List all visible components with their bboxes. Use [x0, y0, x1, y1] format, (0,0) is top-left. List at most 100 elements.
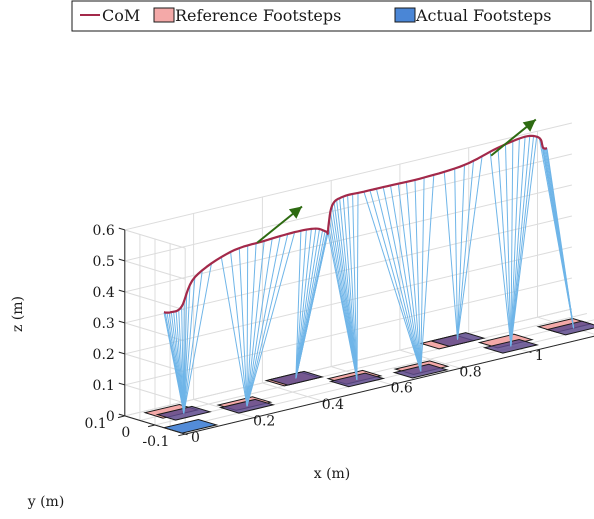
leg-line	[352, 193, 358, 380]
com-trajectory	[163, 134, 548, 314]
velocity-arrows	[256, 118, 537, 244]
leg-line	[369, 190, 422, 372]
z-tick	[118, 351, 125, 355]
x-tick-label: 0	[191, 430, 200, 446]
leg-line	[246, 231, 296, 407]
grid-line	[139, 313, 588, 421]
leg-line	[510, 136, 526, 347]
velocity-arrow-head	[288, 206, 302, 219]
leg-line	[246, 238, 273, 407]
actual-footstep	[218, 398, 276, 414]
leg-lines	[163, 135, 575, 414]
leg-line	[347, 195, 358, 380]
grid-line	[124, 260, 186, 280]
legend-actual-label: Actual Footsteps	[415, 6, 551, 25]
leg-line	[220, 257, 248, 407]
grid-line	[124, 322, 186, 342]
z-axis-label: z (m)	[10, 296, 26, 332]
leg-line	[375, 188, 422, 372]
y-tick-label: 0.1	[84, 416, 106, 432]
leg-line	[546, 148, 575, 329]
leg-line	[230, 251, 248, 407]
z-tick	[118, 320, 125, 324]
x-tick-label: 0.8	[459, 364, 481, 380]
leg-line	[246, 243, 257, 407]
leg-line	[510, 138, 520, 347]
z-tick-label: 0.4	[93, 285, 115, 301]
z-tick	[118, 382, 125, 386]
x-tick	[322, 400, 326, 403]
leg-line	[295, 228, 312, 379]
z-tick-label: 0	[106, 409, 115, 425]
leg-line	[397, 183, 422, 372]
z-tick	[118, 289, 125, 293]
leg-line	[183, 270, 203, 414]
leg-line	[420, 177, 425, 372]
x-axis-line	[185, 335, 594, 435]
leg-line	[183, 263, 212, 414]
leg-line	[510, 135, 531, 347]
z-tick-label: 0.3	[93, 316, 115, 332]
leg-line	[457, 164, 465, 340]
leg-line	[295, 228, 317, 379]
leg-line	[390, 185, 422, 372]
legend: CoM Reference Footsteps Actual Footsteps	[71, 0, 592, 32]
velocity-arrow-head	[522, 119, 536, 132]
leg-line	[342, 196, 358, 380]
leg-line	[246, 236, 281, 407]
actual-footstep	[545, 320, 594, 336]
grid-line	[124, 291, 186, 311]
leg-line	[246, 233, 289, 407]
z-tick-label: 0.1	[93, 378, 115, 394]
x-tick-label: 0.6	[391, 381, 413, 397]
x-tick	[253, 417, 257, 419]
legend-com-label: CoM	[102, 6, 140, 25]
x-tick	[391, 384, 395, 386]
leg-line	[420, 174, 435, 372]
z-tick-label: 0.5	[93, 254, 115, 270]
leg-line	[489, 151, 512, 347]
leg-line	[510, 141, 514, 347]
com-line	[163, 134, 548, 314]
leg-line	[183, 277, 196, 414]
z-tick	[118, 258, 125, 262]
x-tick	[528, 351, 532, 353]
leg-line	[405, 181, 422, 372]
z-tick-label: 0.6	[93, 223, 115, 239]
axes: 00.20.40.60.811.20.10-0.100.10.20.30.40.…	[84, 223, 594, 450]
x-tick-label: 1	[535, 348, 544, 364]
legend-actual-swatch	[394, 7, 416, 23]
leg-line	[295, 228, 320, 379]
actual-footstep	[155, 405, 212, 421]
leg-line	[457, 160, 474, 340]
x-tick	[185, 433, 188, 436]
z-tick	[118, 227, 125, 231]
leg-line	[246, 240, 265, 407]
y-tick-label: -0.1	[142, 434, 169, 450]
leg-line	[443, 171, 458, 340]
grid-line	[124, 384, 186, 404]
leg-line	[510, 135, 535, 347]
leg-line	[510, 136, 538, 347]
leg-line	[336, 199, 358, 380]
leg-line	[238, 248, 248, 407]
leg-line	[505, 144, 512, 347]
leg-line	[295, 230, 302, 379]
leg-line	[183, 284, 191, 414]
leg-line	[356, 192, 359, 380]
leg-line	[414, 179, 422, 372]
legend-reference-label: Reference Footsteps	[175, 6, 341, 25]
y-tick	[178, 433, 186, 437]
legend-reference-swatch	[153, 7, 175, 23]
leg-line	[497, 147, 512, 347]
leg-line	[339, 198, 358, 380]
z-tick	[118, 413, 125, 417]
x-axis-label: x (m)	[314, 466, 351, 482]
y-tick	[117, 415, 125, 419]
x-tick-label: 0.4	[322, 397, 344, 413]
leg-line	[295, 233, 329, 379]
leg-line	[363, 191, 422, 372]
leg-line	[382, 187, 422, 372]
grid-line	[154, 319, 594, 426]
